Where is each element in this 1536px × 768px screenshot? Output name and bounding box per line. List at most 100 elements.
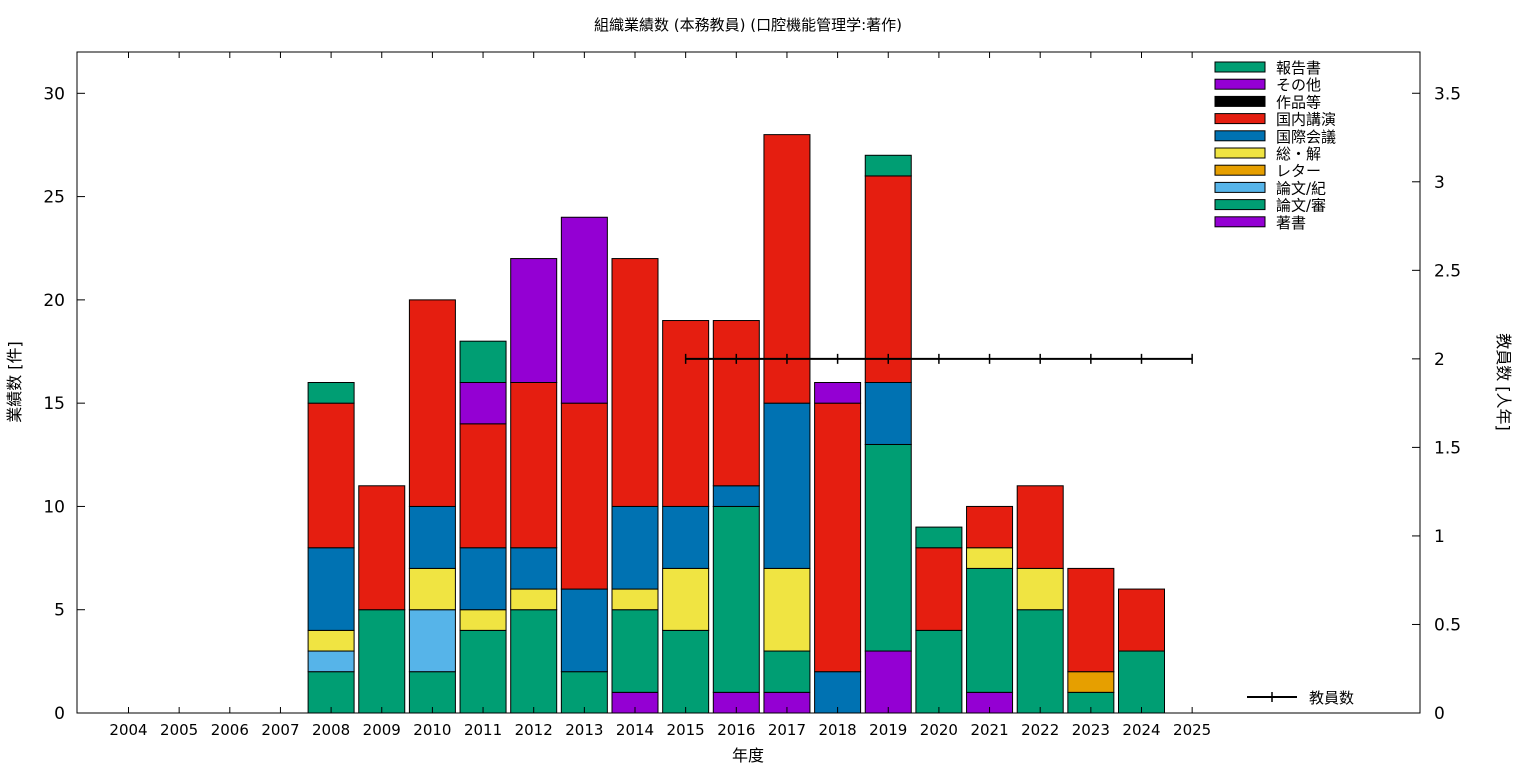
x-axis-label: 年度 — [732, 746, 764, 765]
x-tick-label: 2011 — [464, 721, 502, 739]
legend-swatch — [1214, 181, 1266, 193]
bar-segment — [1016, 485, 1064, 569]
x-tick-label: 2022 — [1021, 721, 1059, 739]
bar-segment — [662, 320, 710, 507]
bar-segment — [1067, 567, 1115, 673]
y-tick-label: 25 — [43, 188, 65, 208]
bar-segment — [307, 650, 355, 673]
x-tick-label: 2014 — [616, 721, 654, 739]
y2-tick-label: 3 — [1434, 173, 1445, 193]
legend-swatch — [1214, 164, 1266, 176]
bar-segment — [510, 547, 558, 590]
bar-segment — [408, 671, 456, 714]
bar-segment — [560, 671, 608, 714]
x-tick-label: 2006 — [211, 721, 249, 739]
x-tick-label: 2015 — [667, 721, 705, 739]
plot-frame — [76, 51, 1421, 714]
bar-segment — [611, 588, 659, 611]
bar-segment — [408, 299, 456, 507]
bar-segment — [1118, 588, 1165, 652]
bar-segment — [358, 485, 406, 611]
bar-segment — [662, 629, 710, 714]
bar-segment — [915, 547, 963, 631]
x-tick-label: 2016 — [717, 721, 755, 739]
x-tick-label: 2021 — [970, 721, 1008, 739]
x-tick-label: 2007 — [261, 721, 299, 739]
y2-tick-label: 0.5 — [1434, 615, 1461, 635]
bar-segment — [307, 402, 355, 549]
y-tick-label: 30 — [43, 84, 65, 104]
bar-segment — [307, 382, 355, 404]
legend-label: 国内講演 — [1276, 111, 1336, 129]
x-tick-label: 2009 — [363, 721, 401, 739]
bar-segment — [712, 485, 760, 507]
x-tick-label: 2005 — [160, 721, 198, 739]
bar-segment — [459, 629, 507, 714]
bar-segment — [864, 175, 912, 383]
chart-title: 組織業績数 (本務教員) (口腔機能管理学:著作) — [594, 16, 902, 34]
bars — [307, 134, 1165, 714]
bar-segment — [1016, 609, 1064, 714]
y2-axis-label: 教員数 [人年] — [1494, 333, 1513, 431]
bar-segment — [510, 588, 558, 611]
x-tick-label: 2012 — [515, 721, 553, 739]
bar-segment — [459, 423, 507, 549]
bar-segment — [510, 258, 558, 383]
legend-line-label: 教員数 — [1309, 689, 1354, 707]
x-tick-label: 2004 — [109, 721, 147, 739]
legend-swatch — [1214, 113, 1266, 125]
bar-segment — [358, 609, 406, 714]
legend-label: その他 — [1276, 76, 1321, 94]
bar-segment — [510, 609, 558, 714]
y2-tick-label: 1.5 — [1434, 438, 1461, 458]
x-tick-label: 2023 — [1072, 721, 1110, 739]
bar-segment — [763, 567, 811, 652]
y2-tick-label: 0 — [1434, 704, 1445, 724]
bar-segment — [510, 382, 558, 549]
y-tick-label: 15 — [43, 394, 65, 414]
bar-segment — [1118, 650, 1165, 714]
bar-segment — [915, 629, 963, 714]
y2-tick-label: 2.5 — [1434, 261, 1461, 281]
x-tick-label: 2010 — [413, 721, 451, 739]
bar-segment — [459, 547, 507, 611]
staff-count-line — [684, 353, 1193, 364]
bar-segment — [662, 505, 710, 569]
bar-segment — [966, 567, 1014, 693]
bar-segment — [814, 402, 862, 673]
bar-segment — [966, 505, 1014, 549]
y-axis-label: 業績数 [件] — [5, 341, 24, 423]
y-tick-label: 0 — [54, 704, 65, 724]
x-tick-label: 2017 — [768, 721, 806, 739]
x-tick-label: 2019 — [869, 721, 907, 739]
bar-segment — [712, 505, 760, 693]
bar-segment — [611, 609, 659, 693]
legend-swatch — [1214, 78, 1266, 90]
bar-segment — [408, 609, 456, 673]
bar-segment — [560, 588, 608, 673]
x-tick-label: 2013 — [565, 721, 603, 739]
bar-segment — [864, 443, 912, 652]
bar-segment — [1067, 671, 1115, 693]
bar-segment — [864, 650, 912, 714]
bar-segment — [459, 340, 507, 383]
bar-segment — [560, 216, 608, 404]
x-tick-label: 2024 — [1122, 721, 1160, 739]
y2-tick-label: 3.5 — [1434, 84, 1461, 104]
bar-segment — [307, 547, 355, 631]
legend-swatch — [1214, 199, 1266, 211]
legend-label: レター — [1276, 162, 1321, 180]
legend-label: 作品等 — [1276, 93, 1321, 111]
bar-segment — [611, 505, 659, 590]
bar-segment — [408, 567, 456, 611]
x-tick-label: 2020 — [920, 721, 958, 739]
bar-segment — [611, 258, 659, 507]
y-tick-label: 5 — [54, 601, 65, 621]
bar-segment — [307, 629, 355, 652]
legend-label: 総・解 — [1276, 145, 1321, 163]
bar-segment — [864, 382, 912, 445]
y2-tick-label: 2 — [1434, 350, 1445, 370]
legend-swatch — [1214, 95, 1266, 107]
